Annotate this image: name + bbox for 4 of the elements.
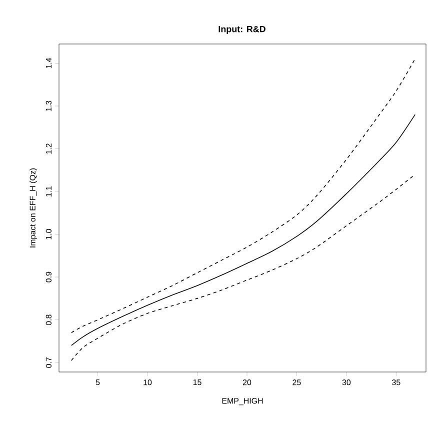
- line-series: [71, 174, 416, 361]
- line-series: [71, 114, 416, 346]
- line-series: [71, 58, 416, 334]
- chart-title: Input: R&D: [218, 26, 266, 34]
